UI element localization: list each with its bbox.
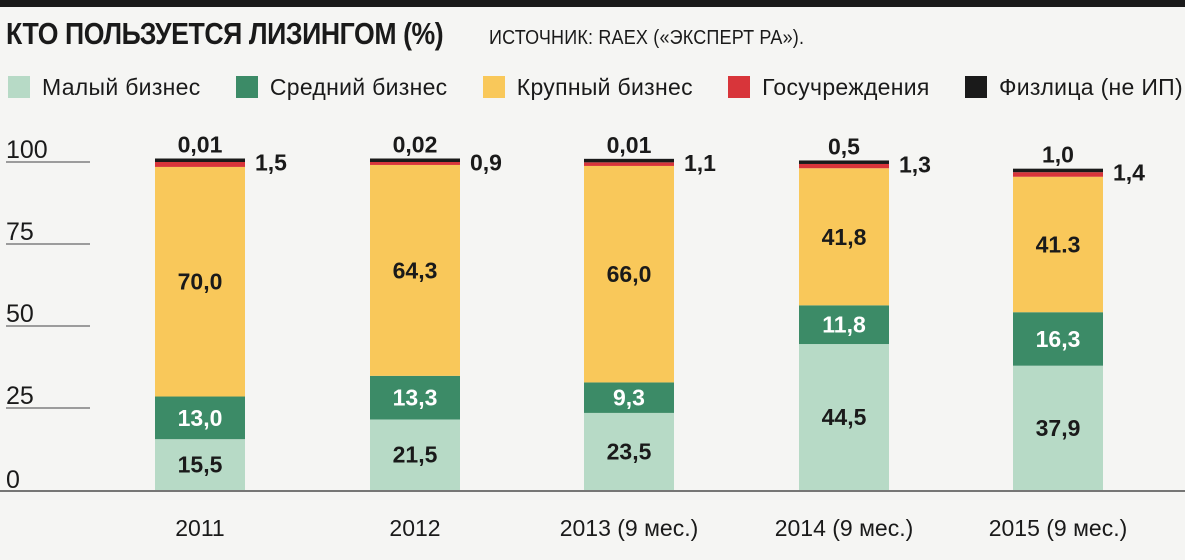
bar-segment [155,162,245,167]
legend-swatch [482,76,505,98]
x-category-label: 2011 [175,515,224,541]
chart-title: КТО ПОЛЬЗУЕТСЯ ЛИЗИНГОМ (%) [6,16,444,51]
legend-swatch [728,76,751,98]
bar-segment [584,158,674,163]
x-category-label: 2013 (9 мес.) [560,515,699,541]
bar-side-value-label: 1,3 [899,151,931,177]
chart-source: ИСТОЧНИК: RAEX («ЭКСПЕРТ РА»). [489,27,805,49]
bar-segment [584,162,674,166]
x-category-label: 2014 (9 мес.) [775,515,914,541]
bar-segment [799,344,889,490]
bar-segment [155,158,245,162]
legend-item-small-business: Малый бизнес [8,74,201,101]
bar-side-value-label: 1,5 [255,150,287,176]
bar-segment [370,164,460,376]
y-tick-label: 0 [6,466,20,494]
bar-value-label: 70,0 [178,269,223,295]
y-tick-label: 50 [6,300,34,328]
bar-value-label: 64,3 [393,257,438,283]
bar-segment [370,162,460,165]
bar-value-label: 16,3 [1036,326,1081,352]
bar-segment [1013,312,1103,366]
x-category-label: 2015 (9 мес.) [989,515,1128,541]
legend-item-individuals: Физлица (не ИП) [964,73,1183,101]
bar-segment [370,419,460,490]
bar-value-label: 23,5 [607,438,652,464]
bar-value-label: 44,5 [822,404,867,430]
top-rule [0,0,1185,7]
bar-segment [1013,365,1103,490]
bar-segment [1013,172,1103,177]
y-tick-label: 25 [6,382,34,410]
bar-segment [799,160,889,164]
bar-value-label: 41,8 [822,224,867,250]
bar-side-value-label: 1,1 [684,150,716,176]
legend-swatch [964,76,987,98]
bar-value-label: 21,5 [393,442,438,468]
bar-value-label: 41.3 [1036,231,1081,257]
bar-top-value-label: 0,01 [607,132,652,158]
bar-top-value-label: 0,01 [178,132,223,158]
y-tick-label: 100 [6,136,48,164]
bar-value-label: 13,3 [393,385,438,411]
x-category-label: 2012 [389,515,440,541]
header: КТО ПОЛЬЗУЕТСЯ ЛИЗИНГОМ (%) ИСТОЧНИК: RA… [6,16,839,60]
bar-segment [584,382,674,413]
bar-segment [155,439,245,490]
bar-segment [799,305,889,345]
bar-value-label: 37,9 [1036,415,1081,441]
bar-segment [799,163,889,169]
legend-item-medium-business: Средний бизнес [235,73,448,101]
bar-side-value-label: 1,4 [1113,160,1145,186]
bar-top-value-label: 0,5 [828,133,860,159]
bar-value-label: 13,0 [178,405,223,431]
bar-segment [584,165,674,383]
bar-segment [370,158,460,162]
bar-segment [370,375,460,420]
legend-label: Госучреждения [762,73,930,100]
legend: Малый бизнес Средний бизнес Крупный бизн… [8,72,1183,102]
legend-label: Крупный бизнес [516,73,693,100]
bar-segment [155,166,245,397]
legend-label: Малый бизнес [42,73,201,100]
legend-label: Физлица (не ИП) [998,73,1183,100]
bar-value-label: 11,8 [822,312,866,338]
bar-segment [1013,176,1103,313]
bar-segment [799,168,889,306]
bar-segment [584,412,674,490]
y-tick-label: 75 [6,218,34,246]
bar-segment [155,396,245,440]
bar-value-label: 9,3 [613,385,645,411]
legend-item-government: Госучреждения [728,74,930,101]
bar-top-value-label: 0,02 [393,132,438,158]
bar-segment [1013,168,1103,173]
bar-value-label: 15,5 [178,452,223,478]
legend-item-large-business: Крупный бизнес [482,73,693,101]
bar-side-value-label: 0,9 [470,150,502,176]
legend-swatch [8,76,30,98]
bar-value-label: 66,0 [607,261,652,287]
legend-swatch [235,76,258,98]
legend-label: Средний бизнес [269,73,448,100]
bar-top-value-label: 1,0 [1042,142,1074,168]
